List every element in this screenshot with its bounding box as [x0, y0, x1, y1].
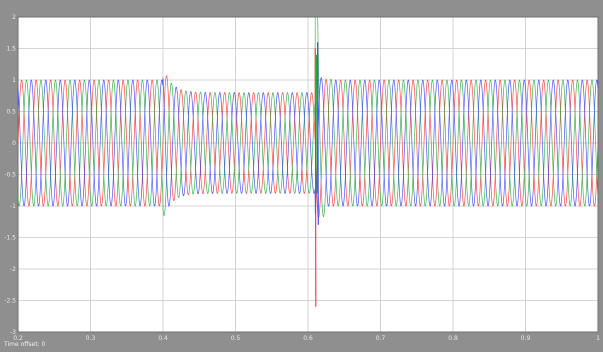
x-tick-label: 0.3: [86, 335, 96, 342]
y-tick-label: 1: [12, 77, 16, 84]
x-tick-label: 0.8: [448, 335, 458, 342]
x-tick-label: 1: [596, 335, 600, 342]
tick-labels: 0.2 0.3 0.4 0.5 0.6 0.7 0.8 0.9 1 2 1.5 1 0.5 0 -0.5 -1…: [4, 14, 600, 342]
y-tick-label: 0.5: [6, 109, 16, 116]
y-tick-label: 0: [12, 140, 16, 147]
y-tick-label: -2: [10, 266, 16, 273]
plot-frame: [17, 16, 599, 333]
phase-trace-3: [17, 77, 599, 214]
fault-spike-1: [314, 48, 317, 307]
y-tick-label: -1.5: [4, 235, 16, 242]
x-tick-label: 0.4: [158, 335, 168, 342]
phase-trace-2: [17, 16, 599, 218]
y-tick-label: -3: [10, 329, 16, 336]
x-tick-label: 0.9: [521, 335, 531, 342]
x-tick-label: 0.7: [376, 335, 386, 342]
y-tick-label: -2.5: [4, 298, 16, 305]
fault-spike-3: [317, 42, 319, 225]
y-tick-label: -0.5: [4, 172, 16, 179]
fault-spike-2: [315, 54, 318, 194]
x-tick-label: 0.2: [13, 335, 23, 342]
x-tick-label: 0.5: [231, 335, 241, 342]
x-tick-label: 0.6: [303, 335, 313, 342]
signal-traces: [17, 16, 599, 307]
phase-trace-1: [17, 75, 599, 218]
y-tick-label: 2: [12, 14, 16, 21]
y-tick-label: 1.5: [6, 46, 16, 53]
y-tick-label: -1: [10, 203, 16, 210]
time-offset-label: Time offset: 0: [4, 341, 46, 348]
